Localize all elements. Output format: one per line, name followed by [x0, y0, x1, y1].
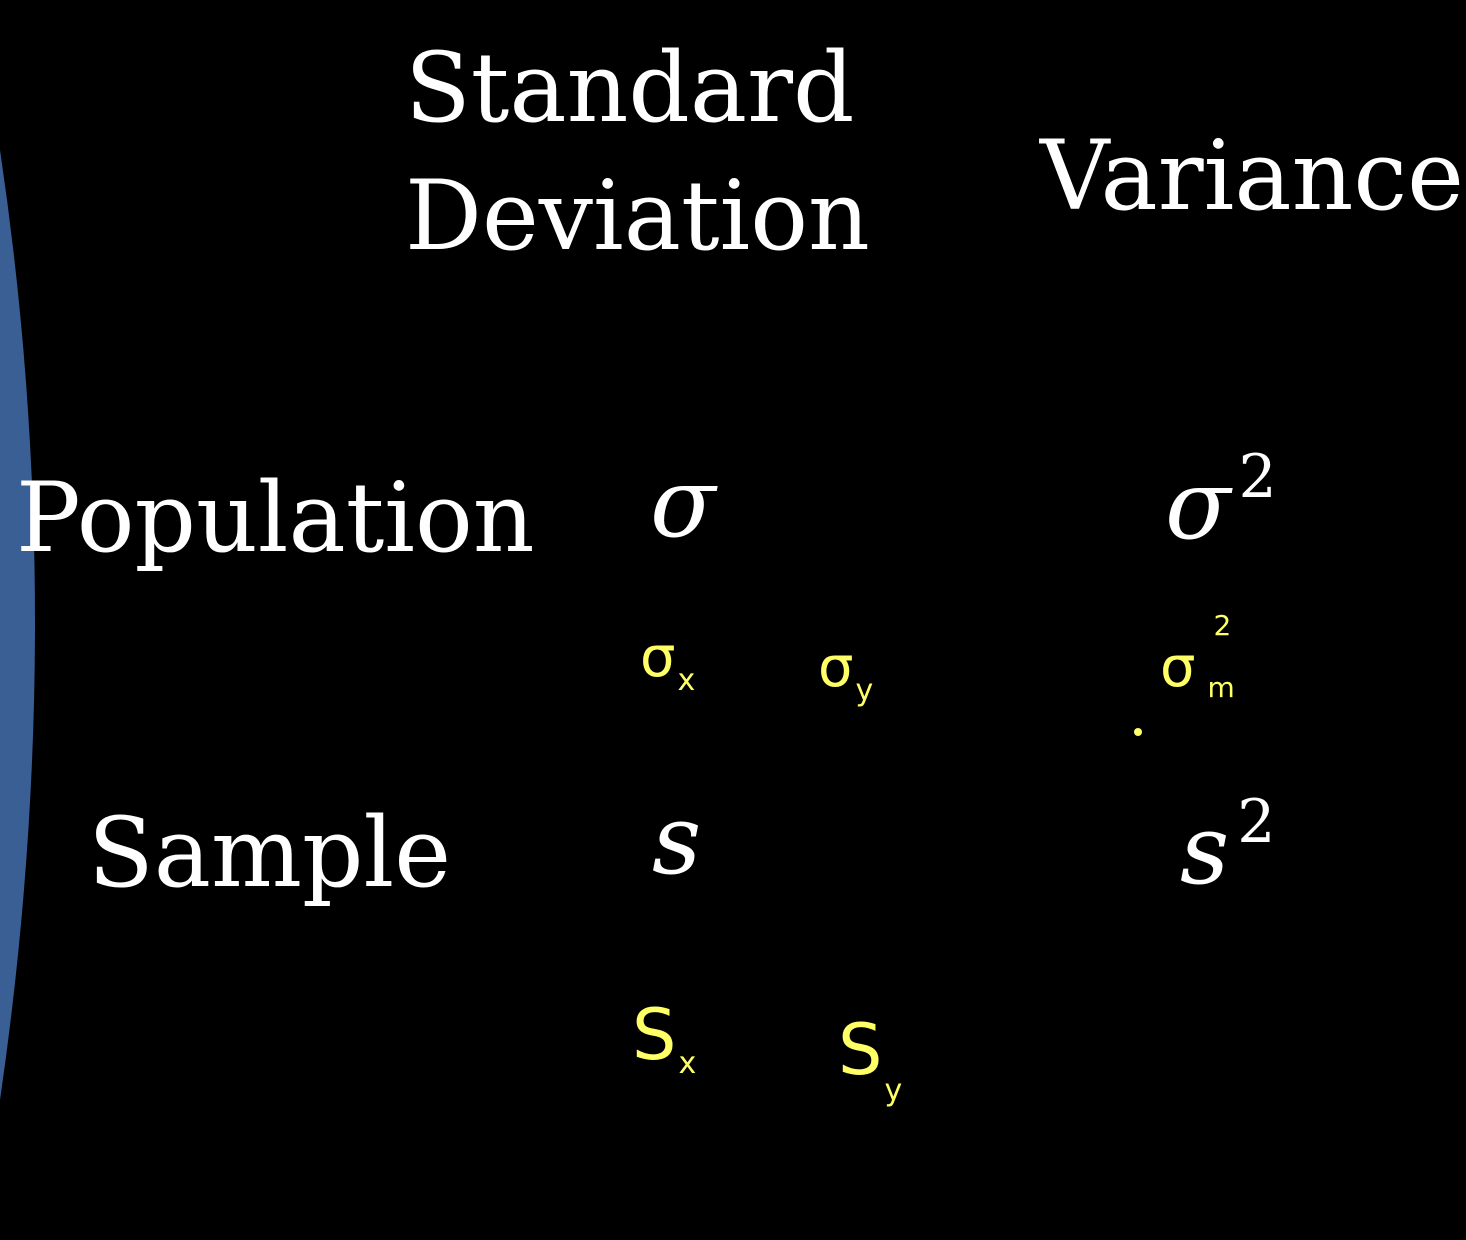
- annotation-sigma-m-sub: m: [1207, 671, 1235, 704]
- annotation-s-y: Sy: [838, 1015, 902, 1106]
- annotation-sigma-x: σx: [640, 630, 695, 696]
- header-deviation: Deviation: [405, 160, 870, 272]
- annotation-s-x: Sx: [632, 1000, 696, 1079]
- annotation-s-x-base: S: [632, 994, 677, 1076]
- row-label-population: Population: [16, 462, 535, 574]
- annotation-s-y-base: S: [838, 1009, 883, 1091]
- population-variance-exponent: 2: [1238, 442, 1277, 512]
- sample-sd-symbol: s: [652, 784, 702, 896]
- annotation-sigma-x-sub: x: [677, 663, 696, 698]
- sample-variance-base: s: [1180, 794, 1230, 906]
- row-label-sample: Sample: [88, 797, 451, 909]
- annotation-sigma-y-base: σ: [818, 635, 854, 700]
- annotation-sigma-m-base: σ: [1160, 635, 1196, 700]
- population-variance-base: σ: [1165, 449, 1231, 561]
- annotation-sigma-y: σy: [818, 640, 873, 706]
- annotation-s-x-sub: x: [678, 1046, 697, 1081]
- sample-variance-exponent: 2: [1237, 787, 1276, 857]
- population-sd-symbol: σ: [650, 447, 716, 559]
- annotation-sigma-m-sup: 2: [1213, 609, 1232, 642]
- annotation-dot: [1134, 728, 1142, 736]
- annotation-s-y-sub: y: [884, 1073, 903, 1108]
- annotation-sigma-x-base: σ: [640, 625, 676, 690]
- annotation-sigma-y-sub: y: [855, 673, 874, 708]
- header-standard: Standard: [405, 32, 855, 144]
- header-variance: Variance: [1040, 120, 1464, 232]
- blue-arc-decoration: [0, 0, 35, 1240]
